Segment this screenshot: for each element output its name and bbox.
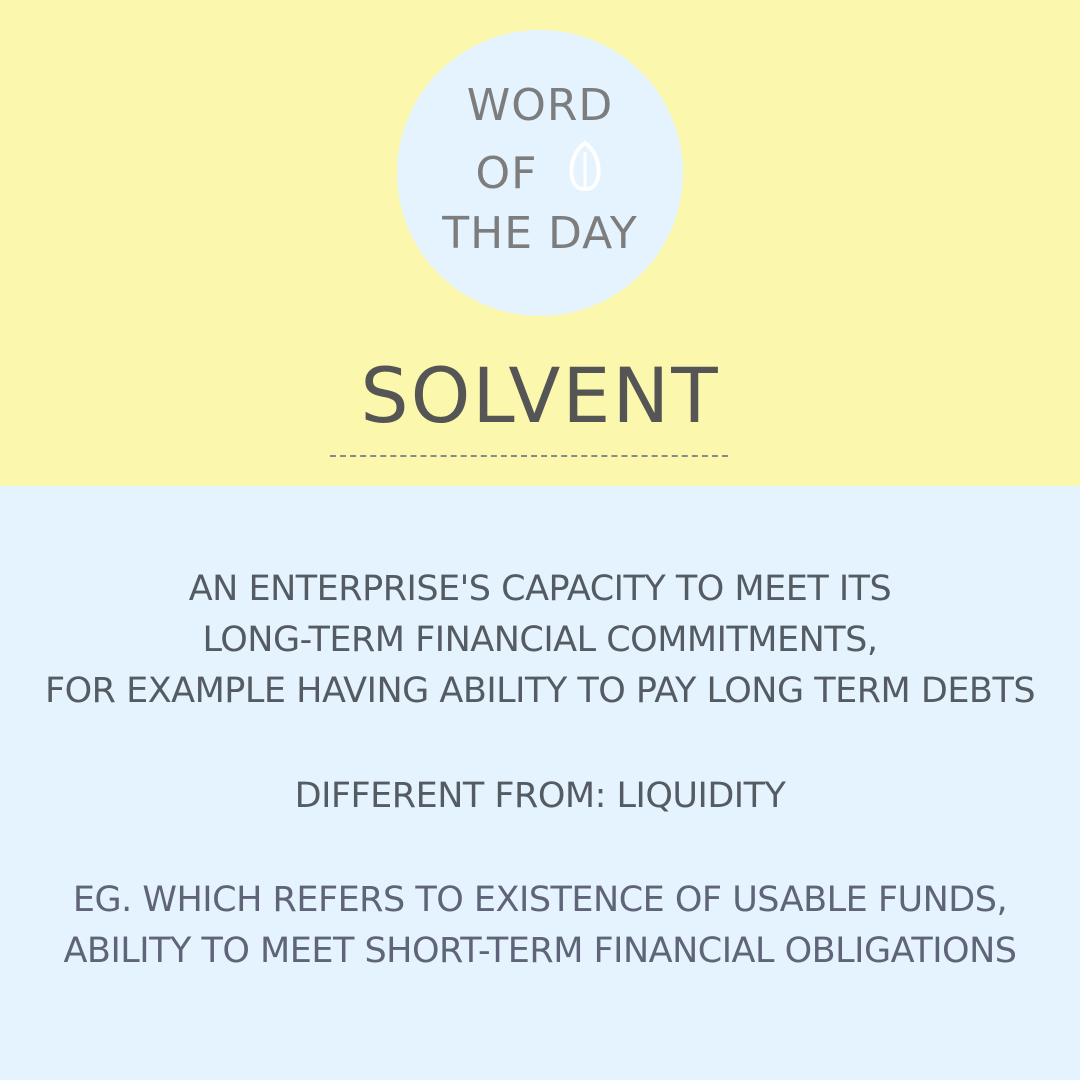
leaf-icon: [566, 140, 604, 204]
headword: SOLVENT: [360, 351, 720, 440]
definition-line: FOR EXAMPLE HAVING ABILITY TO PAY LONG T…: [44, 671, 1036, 711]
badge-the-day-label: THE DAY: [442, 208, 638, 259]
badge-of-label: OF: [475, 148, 538, 199]
bottom-panel: [0, 486, 1080, 1080]
definition-block: AN ENTERPRISE'S CAPACITY TO MEET ITS LON…: [0, 564, 1080, 717]
example-block: EG. WHICH REFERS TO EXISTENCE OF USABLE …: [0, 875, 1080, 977]
badge-of-row: OF: [0, 140, 1080, 204]
word-of-the-day-badge: [397, 30, 683, 316]
definition-line: LONG-TERM FINANCIAL COMMITMENTS,: [202, 620, 878, 660]
dashed-divider: [330, 455, 728, 457]
example-line: EG. WHICH REFERS TO EXISTENCE OF USABLE …: [72, 880, 1008, 920]
example-line: ABILITY TO MEET SHORT-TERM FINANCIAL OBL…: [63, 931, 1017, 971]
contrast-line: DIFFERENT FROM: LIQUIDITY: [294, 776, 786, 816]
definition-line: AN ENTERPRISE'S CAPACITY TO MEET ITS: [188, 569, 892, 609]
badge-word-label: WORD: [466, 80, 614, 131]
